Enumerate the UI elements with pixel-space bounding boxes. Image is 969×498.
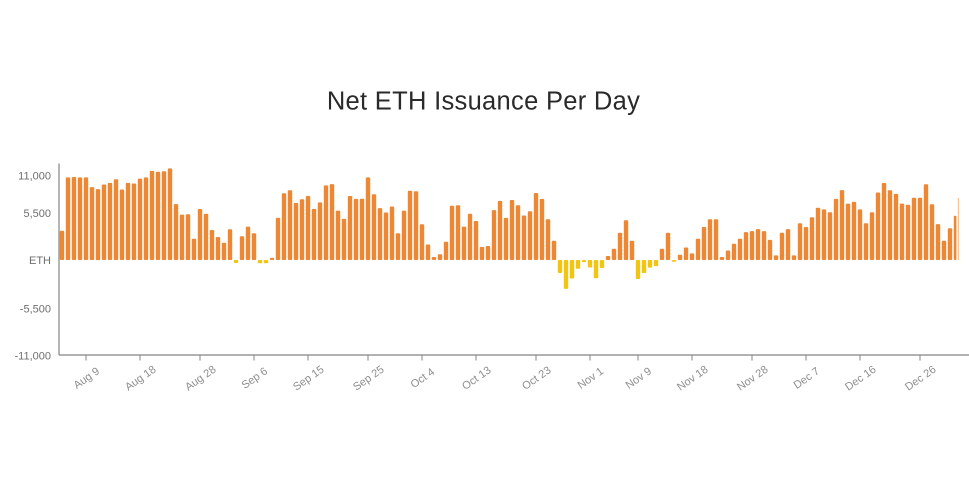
svg-text:11,000: 11,000 bbox=[18, 170, 51, 182]
svg-text:-5,500: -5,500 bbox=[20, 303, 51, 315]
svg-text:-11,000: -11,000 bbox=[15, 350, 52, 362]
svg-text:5,500: 5,500 bbox=[23, 208, 51, 220]
svg-text:ETH: ETH bbox=[29, 255, 51, 267]
svg-text:Net ETH Issuance Per Day: Net ETH Issuance Per Day bbox=[327, 88, 640, 116]
